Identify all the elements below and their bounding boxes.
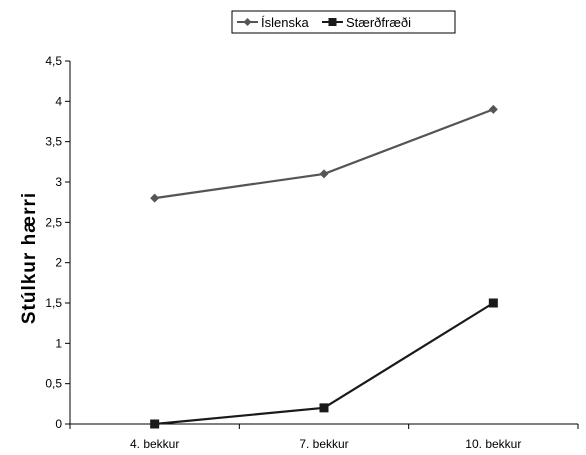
y-tick-label: 2 xyxy=(55,256,62,270)
y-tick-label: 1 xyxy=(55,336,62,350)
y-tick-label: 0,5 xyxy=(45,377,62,391)
y-tick-label: 1,5 xyxy=(45,296,62,310)
y-tick-label: 2,5 xyxy=(45,215,62,229)
legend-box xyxy=(231,10,456,34)
series-layer xyxy=(150,104,498,429)
x-tick-label: 10. bekkur xyxy=(465,437,521,451)
legend-label-series-0: Íslenska xyxy=(261,15,309,30)
y-tick-label: 3 xyxy=(55,175,62,189)
legend-item-series-1: Stærðfræði xyxy=(322,15,411,30)
y-tick-labels: 0 0,5 1 1,5 2 2,5 3 3,5 4 4,5 xyxy=(45,54,62,431)
legend-label-series-1: Stærðfræði xyxy=(346,15,411,30)
data-point xyxy=(488,298,498,308)
legend-marker-series-0 xyxy=(243,18,252,26)
series-1 xyxy=(150,298,498,429)
axes xyxy=(65,60,579,429)
y-tick-label: 4,5 xyxy=(45,54,62,68)
legend-item-series-0: Íslenska xyxy=(237,15,309,30)
legend-marker-series-1 xyxy=(328,18,337,26)
data-point xyxy=(488,104,498,114)
data-point xyxy=(319,403,329,413)
series-line xyxy=(154,108,494,200)
data-point xyxy=(150,419,160,429)
x-tick-label: 7. bekkur xyxy=(299,437,348,451)
legend: Íslenska Stærðfræði xyxy=(231,10,456,34)
series-0 xyxy=(150,104,498,203)
data-point xyxy=(150,193,160,203)
y-tick-label: 3,5 xyxy=(45,135,62,149)
x-tick-label: 4. bekkur xyxy=(130,437,179,451)
data-point xyxy=(319,169,329,179)
y-tick-label: 0 xyxy=(55,417,62,431)
y-tick-label: 4 xyxy=(55,94,62,108)
x-tick-labels: 4. bekkur 7. bekkur 10. bekkur xyxy=(130,437,521,451)
y-axis-label: Stúlkur hærri xyxy=(19,192,40,324)
